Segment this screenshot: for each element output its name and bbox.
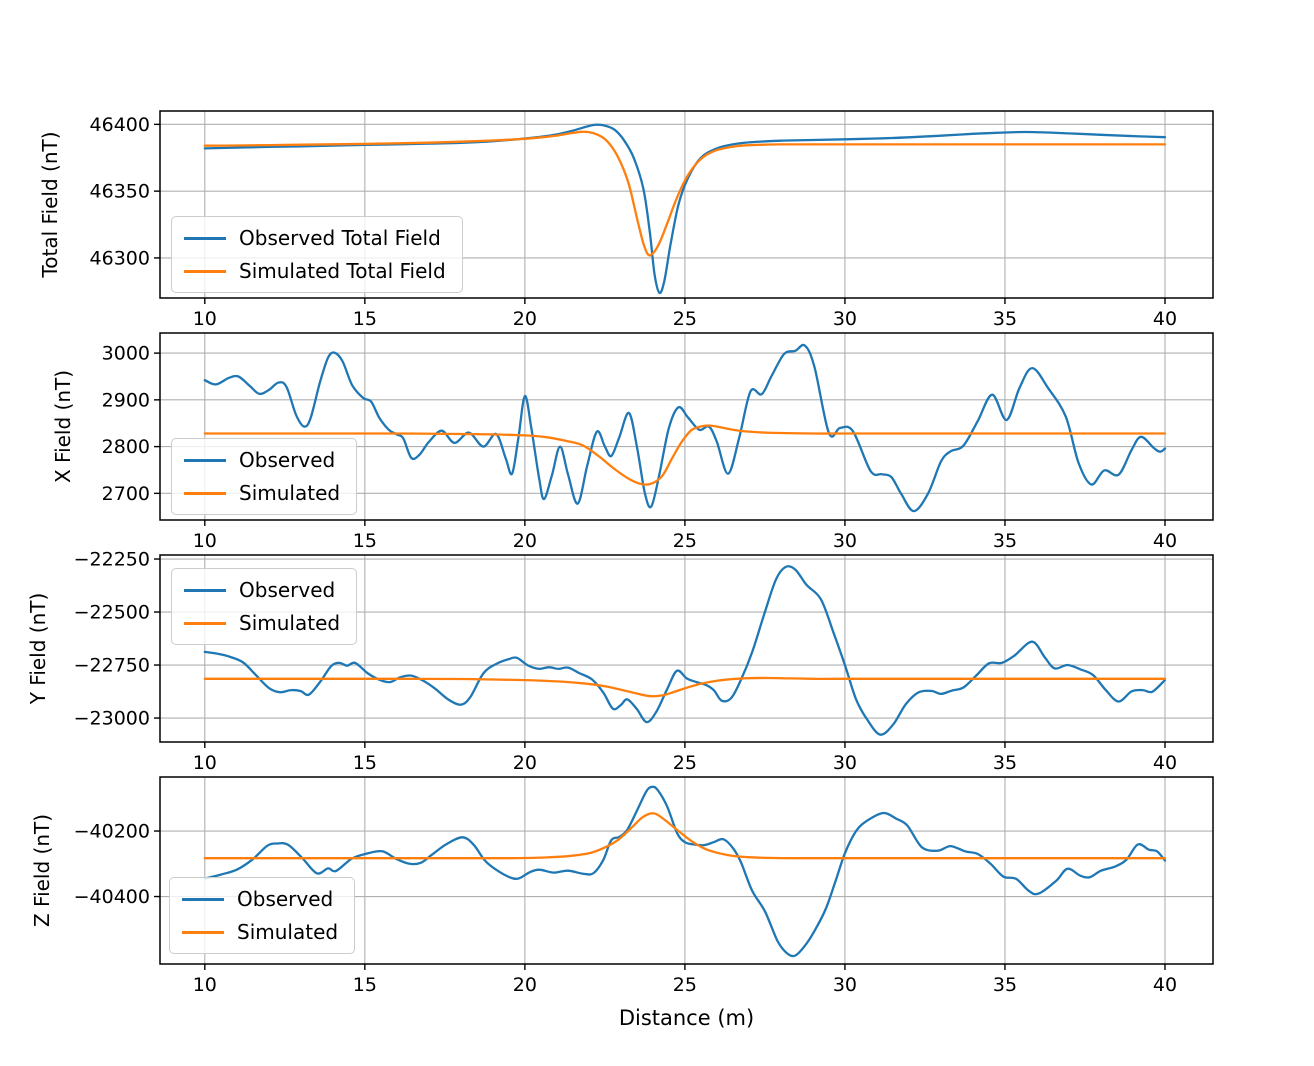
legend-label: Simulated: [239, 481, 341, 505]
x-tick-label: 10: [193, 752, 217, 774]
legend-item: Simulated: [184, 611, 340, 635]
legend-item: Observed: [184, 448, 340, 472]
y-axis-label-x-field: X Field (nT): [51, 370, 75, 483]
legend-label: Simulated Total Field: [239, 259, 446, 283]
legend-label: Simulated: [237, 920, 339, 944]
legend-item: Simulated: [184, 481, 340, 505]
gridlines: [160, 777, 1213, 964]
x-tick-label: 10: [193, 974, 217, 996]
series-lines: [203, 123, 1167, 295]
x-tick-label: 25: [673, 752, 697, 774]
legend-label: Observed Total Field: [239, 226, 441, 250]
x-tick-label: 40: [1153, 974, 1177, 996]
x-tick-label: 30: [833, 530, 857, 552]
x-tick-label: 15: [353, 752, 377, 774]
x-tick-label: 20: [513, 974, 537, 996]
observed-line: [203, 343, 1167, 513]
x-tick-label: 40: [1153, 530, 1177, 552]
legend-x-field: Observed Simulated: [171, 438, 358, 515]
legend-z-field: Observed Simulated: [169, 877, 356, 954]
x-tick-label: 15: [353, 308, 377, 330]
x-tick-label: 15: [353, 530, 377, 552]
observed-line-swatch: [184, 458, 226, 462]
observed-line-swatch: [184, 588, 226, 592]
legend-item: Observed: [184, 578, 340, 602]
simulated-line-swatch: [182, 930, 224, 934]
y-axis-label-y-field: Y Field (nT): [26, 593, 50, 706]
y-axis-label-z-field: Z Field (nT): [30, 814, 54, 927]
x-tick-label: 35: [993, 752, 1017, 774]
y-tick-label: −22250: [74, 549, 150, 571]
axes-spines: [159, 110, 1214, 299]
x-tick-label: 35: [993, 530, 1017, 552]
legend-item: Simulated Total Field: [184, 259, 446, 283]
x-tick-label: 25: [673, 308, 697, 330]
ticks-and-labels: 10 15 20 25 30 35 40 −40400 −40200: [74, 821, 1177, 996]
observed-line-swatch: [182, 897, 224, 901]
simulated-total-field-line: [203, 130, 1167, 257]
observed-line: [203, 565, 1167, 736]
axes-spines: [159, 554, 1214, 743]
simulated-line-swatch: [184, 269, 226, 273]
ticks-and-labels: 10 15 20 25 30 35 40 2700 2800 2900 3000: [102, 343, 1177, 552]
simulated-line-swatch: [184, 491, 226, 495]
legend-label: Observed: [239, 578, 336, 602]
x-tick-label: 35: [993, 974, 1017, 996]
x-tick-label: 30: [833, 308, 857, 330]
y-tick-label: 2800: [102, 436, 150, 458]
y-tick-label: 46300: [90, 247, 150, 269]
legend-y-field: Observed Simulated: [171, 568, 358, 645]
y-tick-label: −22750: [74, 655, 150, 677]
x-tick-label: 25: [673, 974, 697, 996]
x-tick-label: 20: [513, 308, 537, 330]
y-axis-label-total-field: Total Field (nT): [38, 131, 62, 278]
legend-item: Observed: [182, 887, 338, 911]
y-tick-label: 46350: [90, 181, 150, 203]
simulated-line-swatch: [184, 621, 226, 625]
x-axis-label: Distance (m): [619, 1006, 754, 1030]
x-tick-label: 40: [1153, 308, 1177, 330]
legend-item: Simulated: [182, 920, 338, 944]
ticks-and-labels: 10 15 20 25 30 35 40 46300 46350 46400: [90, 114, 1178, 330]
gridlines: [160, 555, 1213, 742]
simulated-line: [203, 812, 1167, 860]
subplots-layer: 10 15 20 25 30 35 40 46300 46350 46400 10 15 20 25 30 3…: [74, 110, 1214, 996]
y-tick-label: 46400: [90, 114, 150, 136]
observed-line-swatch: [184, 236, 226, 240]
simulated-line: [203, 676, 1167, 698]
x-tick-label: 25: [673, 530, 697, 552]
x-tick-label: 40: [1153, 752, 1177, 774]
y-tick-label: 3000: [102, 343, 150, 365]
series-lines: [203, 343, 1167, 513]
y-tick-label: −40200: [74, 821, 150, 843]
y-tick-label: −40400: [74, 886, 150, 908]
series-lines: [203, 785, 1167, 958]
x-tick-label: 10: [193, 530, 217, 552]
y-tick-label: 2700: [102, 483, 150, 505]
legend-item: Observed Total Field: [184, 226, 446, 250]
x-tick-label: 35: [993, 308, 1017, 330]
x-tick-label: 30: [833, 974, 857, 996]
x-tick-label: 10: [193, 308, 217, 330]
x-tick-label: 30: [833, 752, 857, 774]
ticks-and-labels: 10 15 20 25 30 35 40 −23000 −22750 −22500 −22250: [74, 549, 1177, 774]
x-tick-label: 20: [513, 530, 537, 552]
axes-spines: [159, 776, 1214, 965]
y-tick-label: 2900: [102, 389, 150, 411]
legend-total-field: Observed Total Field Simulated Total Fie…: [171, 216, 463, 293]
legend-label: Observed: [237, 887, 334, 911]
y-tick-label: −23000: [74, 708, 150, 730]
simulated-line: [203, 424, 1167, 486]
series-lines: [203, 565, 1167, 736]
x-tick-label: 15: [353, 974, 377, 996]
axes-spines: [159, 332, 1214, 521]
x-tick-label: 20: [513, 752, 537, 774]
legend-label: Simulated: [239, 611, 341, 635]
legend-label: Observed: [239, 448, 336, 472]
y-tick-label: −22500: [74, 602, 150, 624]
